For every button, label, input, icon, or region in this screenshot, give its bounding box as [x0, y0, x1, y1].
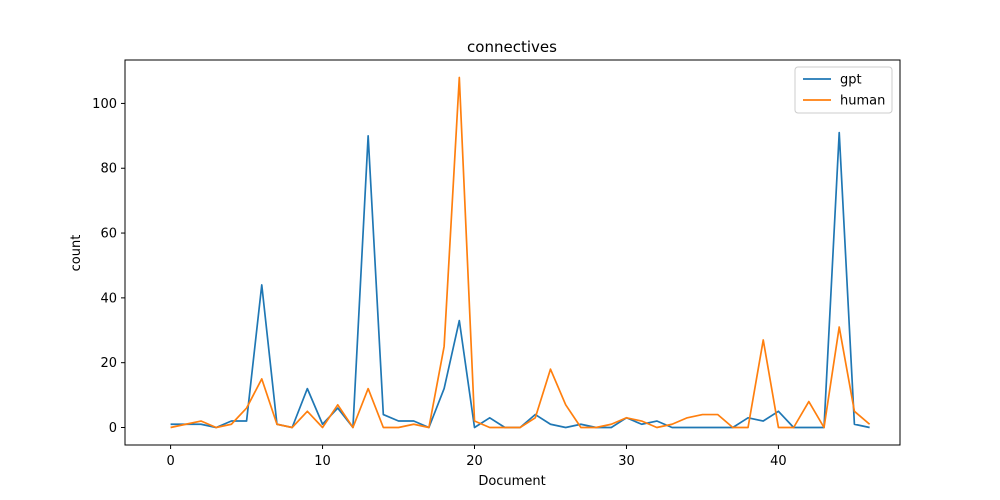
axes-frame	[124, 59, 901, 446]
x-tick-label: 30	[618, 454, 635, 469]
y-tick-label: 0	[109, 421, 117, 436]
legend: gpt human	[794, 66, 893, 114]
x-axis-ticks: 0 10 20 30 40	[166, 445, 787, 469]
y-tick-label: 60	[100, 227, 117, 242]
series-line-gpt	[170, 131, 870, 429]
y-tick-label: 20	[100, 356, 117, 371]
y-tick-label: 100	[92, 97, 117, 112]
x-tick-label: 0	[166, 454, 174, 469]
x-tick-label: 20	[466, 454, 483, 469]
legend-label-gpt: gpt	[840, 73, 862, 88]
y-axis-ticks: 0 20 40 60 80 100	[92, 97, 125, 436]
series-lines	[170, 76, 871, 429]
chart-title: connectives	[467, 38, 557, 56]
y-axis-label: count	[69, 235, 84, 272]
x-tick-label: 10	[314, 454, 331, 469]
x-tick-label: 40	[770, 454, 787, 469]
legend-label-human: human	[840, 94, 885, 109]
y-tick-label: 80	[100, 162, 117, 177]
x-axis-label: Document	[478, 474, 545, 489]
series-line-human	[170, 76, 871, 429]
y-tick-label: 40	[100, 291, 117, 306]
